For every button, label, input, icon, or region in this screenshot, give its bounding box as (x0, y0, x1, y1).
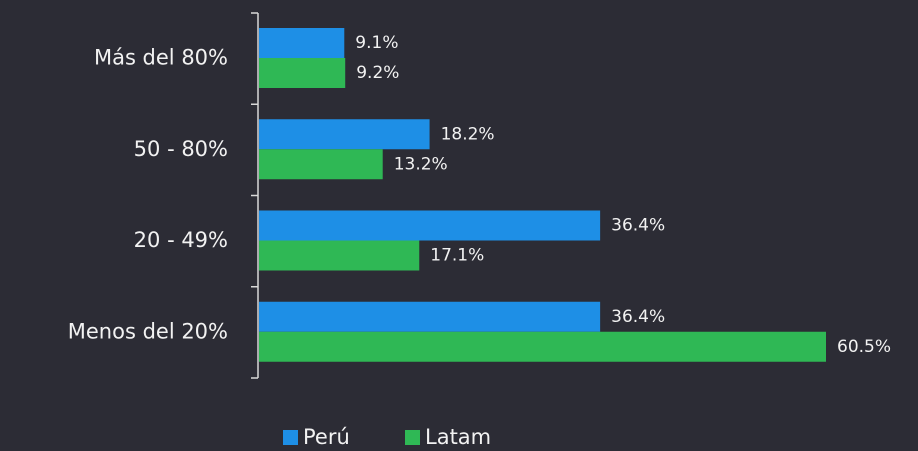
legend-swatch (283, 430, 298, 445)
value-label: 60.5% (837, 337, 891, 357)
value-label: 9.1% (355, 33, 398, 53)
bar (259, 240, 420, 271)
category-label: 20 - 49% (134, 228, 228, 252)
category-label: Menos del 20% (68, 319, 228, 343)
category-label: Más del 80% (94, 46, 228, 70)
legend-label: Perú (303, 425, 350, 447)
value-label: 17.1% (430, 246, 484, 266)
legend-swatch (405, 430, 420, 445)
value-label: 13.2% (394, 154, 448, 174)
bar (259, 119, 430, 150)
bar (259, 28, 345, 58)
value-label: 36.4% (611, 307, 665, 327)
bar (259, 58, 346, 88)
value-label: 18.2% (441, 124, 495, 144)
value-label: 36.4% (611, 216, 665, 236)
legend-label: Latam (425, 425, 491, 447)
value-label: 9.2% (356, 63, 399, 83)
bar (259, 331, 826, 362)
bar (259, 301, 601, 332)
category-label: 50 - 80% (134, 137, 228, 161)
bar (259, 210, 601, 241)
bar (259, 149, 383, 180)
